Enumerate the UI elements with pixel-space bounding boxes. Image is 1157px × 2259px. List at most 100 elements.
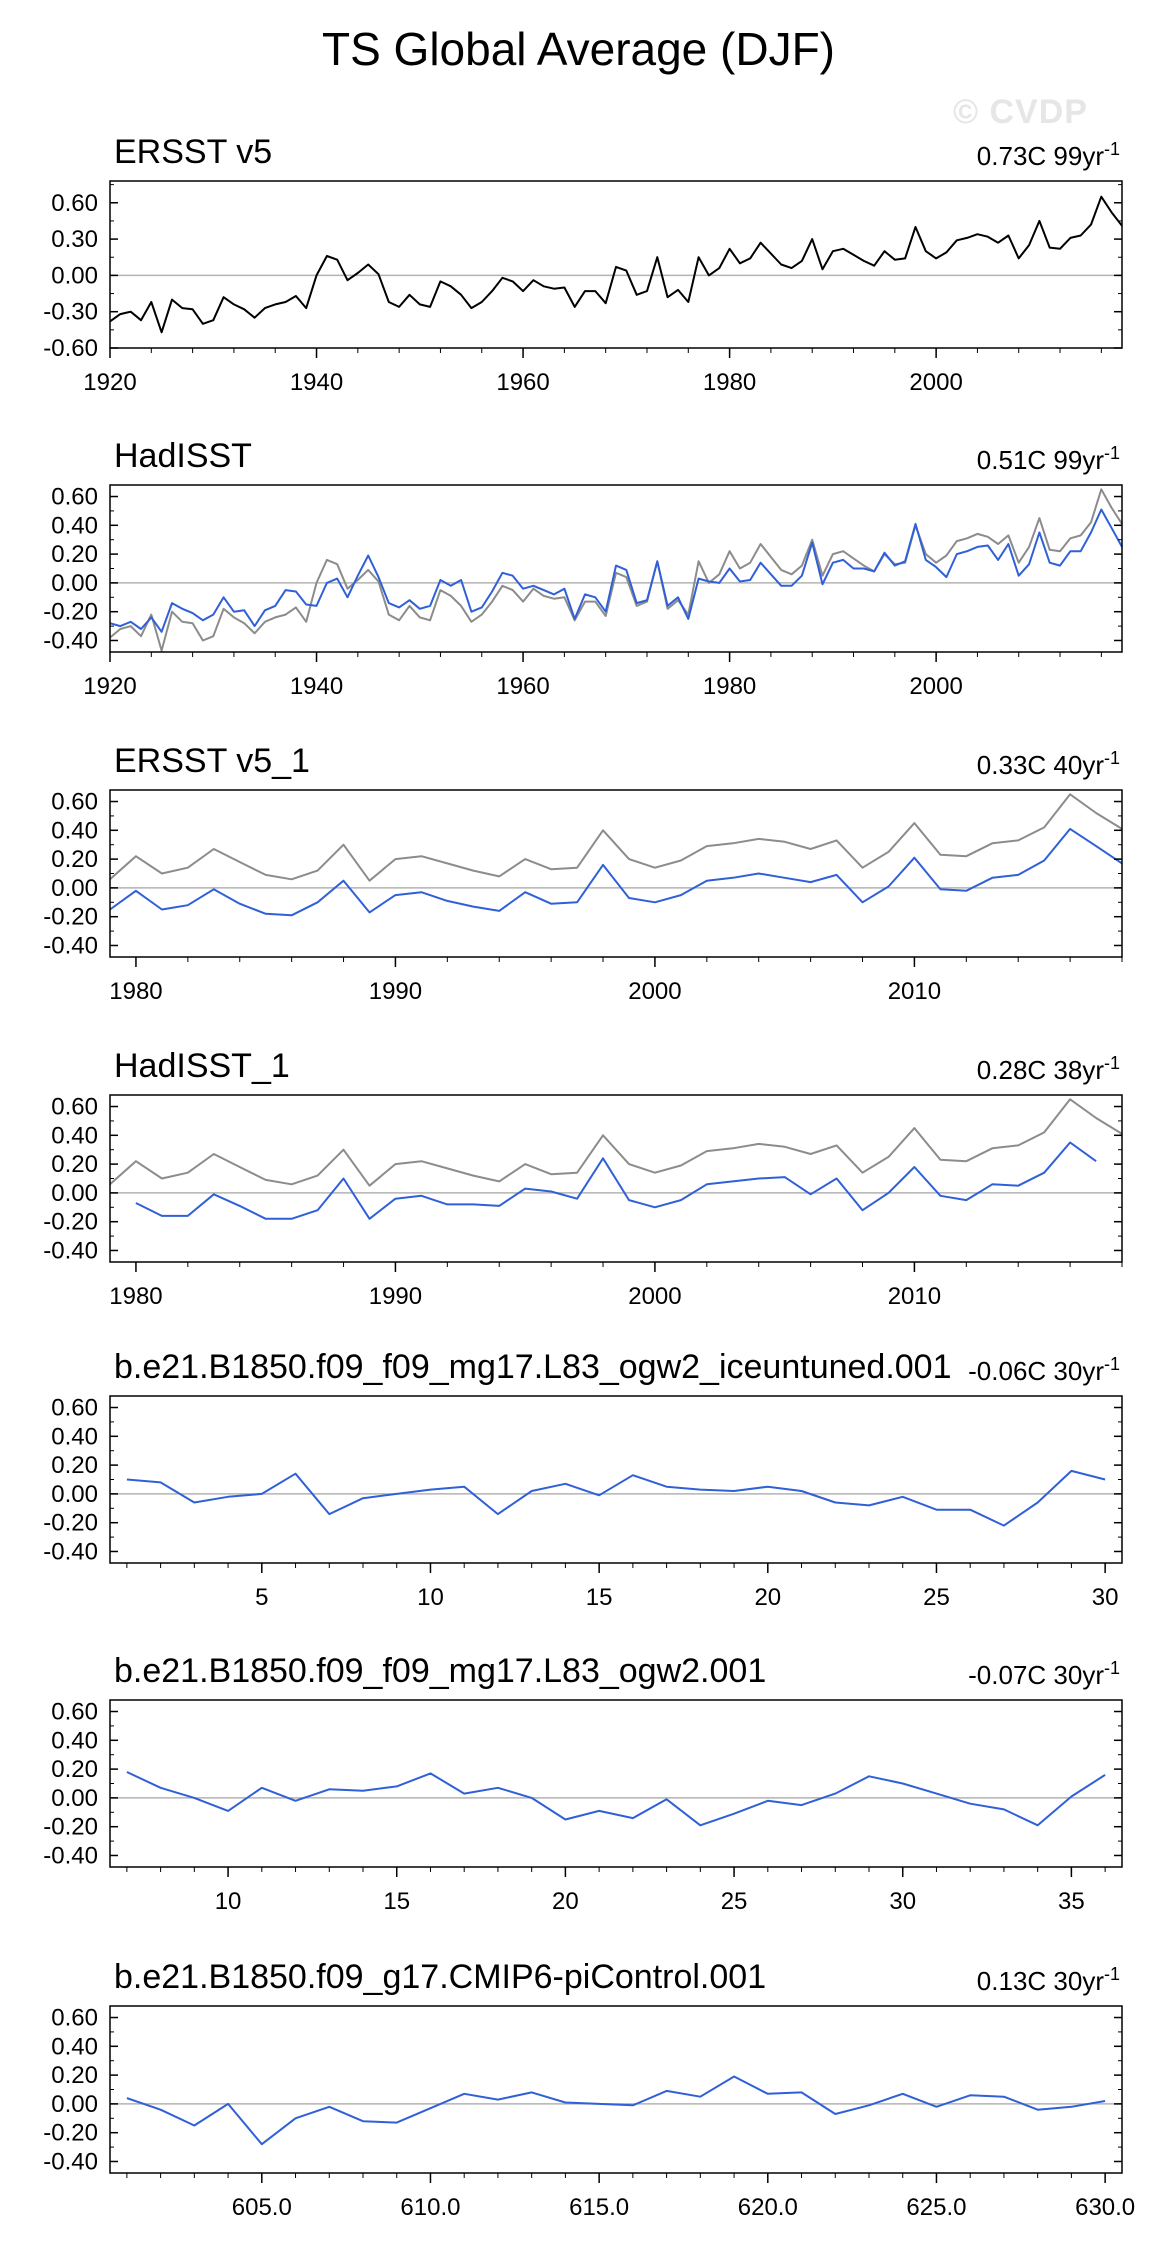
x-tick-label: 30	[1092, 1584, 1119, 1611]
x-tick-label: 10	[215, 1888, 242, 1915]
y-tick-label: -0.40	[43, 1538, 98, 1565]
y-tick-label: 0.60	[51, 1395, 98, 1422]
trend-exponent: -1	[1104, 1053, 1120, 1073]
trend-label: -0.07C 30yr-1	[968, 1658, 1120, 1690]
x-tick-label: 2000	[628, 978, 681, 1005]
trend-label: 0.51C 99yr-1	[977, 443, 1120, 475]
plot-frame	[109, 1699, 1123, 1868]
y-tick-label: 0.60	[51, 190, 98, 217]
y-tick-label: 0.20	[51, 1452, 98, 1479]
y-tick-label: 0.20	[51, 541, 98, 568]
x-tick-label: 2010	[888, 1283, 941, 1310]
series-line-main	[109, 508, 1123, 633]
y-tick-label: 0.40	[51, 1122, 98, 1149]
y-tick-label: 0.00	[51, 570, 98, 597]
x-tick-label: 1980	[703, 369, 756, 396]
y-tick-label: -0.20	[43, 1814, 98, 1841]
series-line-reference	[109, 793, 1123, 882]
y-tick-label: 0.00	[51, 2091, 98, 2118]
y-tick-label: -0.40	[43, 1842, 98, 1869]
trend-label: 0.73C 99yr-1	[977, 139, 1120, 171]
x-tick-label: 2010	[888, 978, 941, 1005]
series-line-main	[135, 1141, 1097, 1220]
y-tick-label: -0.40	[43, 932, 98, 959]
panel-title: HadISST_1	[114, 1047, 290, 1085]
plot-frame	[109, 2005, 1123, 2174]
trend-exponent: -1	[1104, 748, 1120, 768]
x-tick-label: 20	[754, 1584, 781, 1611]
trend-label: 0.13C 30yr-1	[977, 1964, 1120, 1996]
x-tick-label: 1940	[290, 369, 343, 396]
trend-value: 0.13C 30yr	[977, 1966, 1105, 1996]
series-line-main	[109, 827, 1123, 917]
x-tick-label: 2000	[909, 369, 962, 396]
x-tick-label: 5	[255, 1584, 268, 1611]
x-tick-label: 620.0	[738, 2194, 798, 2221]
trend-value: -0.07C 30yr	[968, 1660, 1104, 1690]
y-tick-label: 0.00	[51, 262, 98, 289]
panel-title: ERSST v5	[114, 133, 272, 171]
panel-title: b.e21.B1850.f09_f09_mg17.L83_ogw2.001	[114, 1652, 766, 1690]
trend-value: -0.06C 30yr	[968, 1356, 1104, 1386]
series-line-main	[126, 1771, 1106, 1827]
trend-value: 0.51C 99yr	[977, 445, 1105, 475]
trend-value: 0.28C 38yr	[977, 1055, 1105, 1085]
x-tick-label: 20	[552, 1888, 579, 1915]
y-tick-label: -0.20	[43, 904, 98, 931]
trend-exponent: -1	[1104, 1964, 1120, 1984]
y-tick-label: 0.00	[51, 1481, 98, 1508]
x-tick-label: 1920	[83, 673, 136, 700]
x-tick-label: 25	[923, 1584, 950, 1611]
x-tick-label: 1980	[109, 978, 162, 1005]
x-tick-label: 2000	[628, 1283, 681, 1310]
panel-title: ERSST v5_1	[114, 742, 310, 780]
y-tick-label: -0.20	[43, 1209, 98, 1236]
x-tick-label: 1990	[369, 1283, 422, 1310]
panel-title: HadISST	[114, 437, 252, 475]
x-tick-label: 10	[417, 1584, 444, 1611]
x-tick-label: 605.0	[232, 2194, 292, 2221]
y-tick-label: 0.40	[51, 1727, 98, 1754]
y-tick-label: -0.40	[43, 2148, 98, 2175]
panel-title: b.e21.B1850.f09_f09_mg17.L83_ogw2_iceunt…	[114, 1348, 952, 1386]
y-tick-label: 0.60	[51, 789, 98, 816]
y-tick-label: 0.40	[51, 512, 98, 539]
panel-title: b.e21.B1850.f09_g17.CMIP6-piControl.001	[114, 1958, 766, 1996]
x-tick-label: 30	[889, 1888, 916, 1915]
series-line-main	[109, 195, 1123, 334]
x-tick-label: 1980	[109, 1283, 162, 1310]
y-tick-label: -0.60	[43, 335, 98, 362]
y-tick-label: 0.00	[51, 875, 98, 902]
trend-value: 0.73C 99yr	[977, 141, 1105, 171]
y-tick-label: -0.20	[43, 2120, 98, 2147]
x-tick-label: 25	[721, 1888, 748, 1915]
y-tick-label: 0.60	[51, 1094, 98, 1121]
y-tick-label: 0.00	[51, 1180, 98, 1207]
x-tick-label: 35	[1058, 1888, 1085, 1915]
trend-value: 0.33C 40yr	[977, 750, 1105, 780]
x-tick-label: 2000	[909, 673, 962, 700]
x-tick-label: 1980	[703, 673, 756, 700]
trend-exponent: -1	[1104, 443, 1120, 463]
trend-exponent: -1	[1104, 1354, 1120, 1374]
x-tick-label: 15	[586, 1584, 613, 1611]
y-tick-label: -0.20	[43, 1510, 98, 1537]
x-tick-label: 15	[383, 1888, 410, 1915]
y-tick-label: 0.60	[51, 2005, 98, 2032]
y-tick-label: 0.20	[51, 1151, 98, 1178]
trend-label: 0.33C 40yr-1	[977, 748, 1120, 780]
plot-frame	[109, 1395, 1123, 1564]
trend-label: 0.28C 38yr-1	[977, 1053, 1120, 1085]
x-tick-label: 1990	[369, 978, 422, 1005]
series-line-main	[126, 2075, 1106, 2146]
y-tick-label: 0.40	[51, 817, 98, 844]
cvdp-watermark: © CVDP	[953, 93, 1088, 131]
x-tick-label: 1960	[496, 673, 549, 700]
x-tick-label: 1920	[83, 369, 136, 396]
y-tick-label: 0.20	[51, 2062, 98, 2089]
x-tick-label: 610.0	[400, 2194, 460, 2221]
y-tick-label: -0.20	[43, 599, 98, 626]
x-tick-label: 630.0	[1075, 2194, 1135, 2221]
series-line-reference	[109, 488, 1123, 652]
